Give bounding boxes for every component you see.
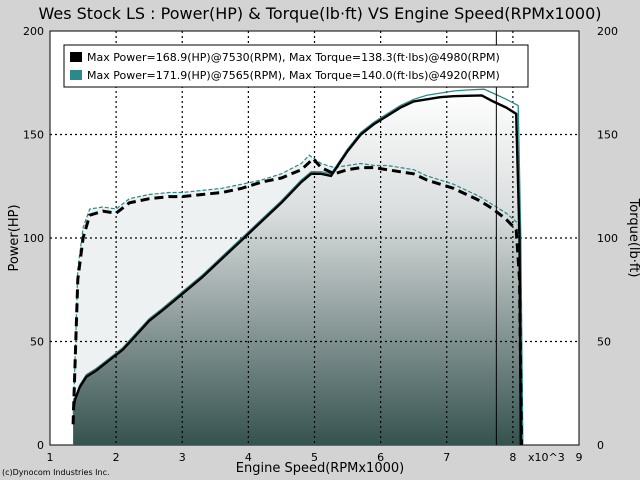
legend-entry-run2: Max Power=171.9(HP)@7565(RPM), Max Torqu… — [87, 69, 500, 82]
x-tick-label: 6 — [377, 451, 384, 464]
y-tick-label-left: 0 — [37, 439, 44, 452]
x-multiplier-label: x10^3 — [528, 451, 565, 464]
x-tick-label: 3 — [179, 451, 186, 464]
power-line-run2 — [72, 88, 524, 445]
y-tick-label-right: 50 — [597, 336, 611, 349]
y-tick-label-right: 100 — [597, 232, 618, 245]
x-tick-label: 7 — [443, 451, 450, 464]
x-tick-label: 9 — [576, 451, 583, 464]
y-tick-label-left: 200 — [23, 25, 44, 38]
power-area-fill — [73, 89, 523, 445]
x-tick-label: 1 — [47, 451, 54, 464]
x-tick-label: 4 — [245, 451, 252, 464]
legend-swatch-run1 — [70, 52, 82, 62]
y-axis-label-right: Torque(lb·ft) — [626, 198, 640, 278]
legend-box — [63, 44, 529, 88]
x-tick-label: 8 — [509, 451, 516, 464]
legend-entry-run1: Max Power=168.9(HP)@7530(RPM), Max Torqu… — [87, 51, 500, 64]
chart-title: Wes Stock LS : Power(HP) & Torque(lb·ft)… — [38, 4, 602, 23]
y-tick-label-right: 0 — [597, 439, 604, 452]
y-tick-label-right: 200 — [597, 25, 618, 38]
x-tick-label: 2 — [113, 451, 120, 464]
copyright-text: (c)Dynocom Industries Inc. — [2, 468, 110, 477]
x-tick-label: 5 — [311, 451, 318, 464]
torque-line-run1 — [71, 156, 523, 445]
legend: Max Power=168.9(HP)@7530(RPM), Max Torqu… — [63, 44, 529, 88]
y-tick-label-left: 100 — [23, 232, 44, 245]
y-tick-label-left: 50 — [30, 336, 44, 349]
y-tick-label-left: 150 — [23, 129, 44, 142]
y-axis-label-left: Power(HP) — [7, 204, 22, 271]
legend-swatch-run2 — [70, 70, 82, 80]
y-tick-label-right: 150 — [597, 129, 618, 142]
power-line-run1 — [71, 94, 522, 445]
x-axis-label: Engine Speed(RPMx1000) — [236, 461, 404, 476]
